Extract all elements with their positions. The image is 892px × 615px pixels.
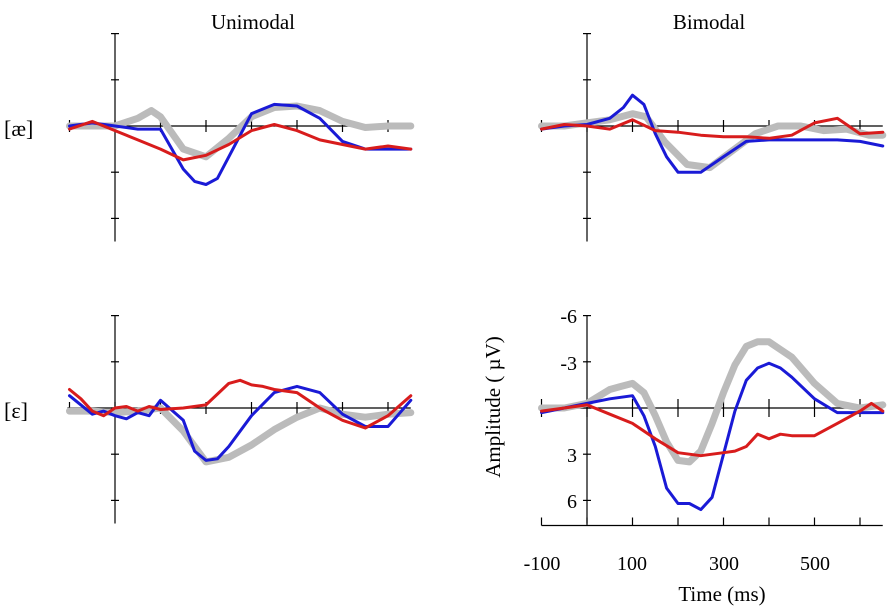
x-tick-label-500: 500: [800, 553, 830, 575]
x-tick-label-300: 300: [709, 553, 739, 575]
series-line-gray: [66, 102, 415, 161]
series-line-red: [540, 116, 885, 140]
row-label-ae: [æ]: [4, 116, 33, 141]
panel-2: [66, 315, 415, 524]
column-title-unimodal: Unimodal: [211, 10, 295, 34]
series-line-red: [540, 401, 885, 458]
series-line-blue: [540, 93, 885, 174]
y-tick-label-3: 3: [567, 445, 577, 467]
x-tick-label-100: 100: [617, 553, 647, 575]
y-tick-label-6: 6: [567, 491, 577, 513]
panels-group: [66, 32, 887, 527]
x-tick-label-neg100: -100: [524, 553, 561, 575]
series-line-gray: [538, 338, 887, 466]
column-title-bimodal: Bimodal: [673, 10, 745, 34]
series-line-blue: [68, 102, 413, 186]
row-label-epsilon: [ε]: [4, 398, 28, 423]
series-line-red: [68, 378, 413, 430]
series-line-red: [68, 119, 413, 162]
series-line-blue: [540, 361, 885, 512]
x-axis-label: Time (ms): [678, 582, 765, 606]
panel-1: [538, 32, 887, 242]
y-tick-labels: -6 -3 3 6: [560, 306, 577, 513]
panel-0: [66, 32, 415, 242]
y-tick-label-neg6: -6: [560, 306, 577, 328]
y-axis-label: Amplitude ( µV): [481, 336, 505, 478]
series-line-gray: [66, 404, 415, 466]
panel-3: [538, 315, 887, 527]
x-tick-labels: -100 100 300 500: [524, 553, 830, 575]
y-tick-label-neg3: -3: [560, 353, 577, 375]
